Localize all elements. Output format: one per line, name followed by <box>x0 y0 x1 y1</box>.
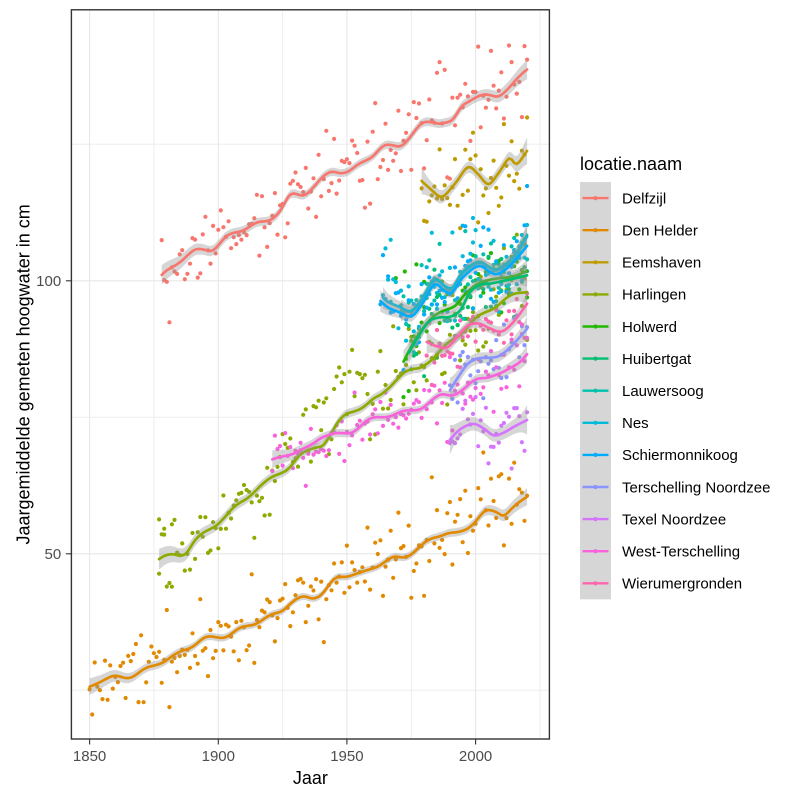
svg-text:Schiermonnikoog: Schiermonnikoog <box>622 447 738 464</box>
svg-text:Den Helder: Den Helder <box>622 223 698 240</box>
svg-text:Huibertgat: Huibertgat <box>622 351 692 368</box>
svg-text:50: 50 <box>45 546 62 563</box>
svg-text:1950: 1950 <box>330 748 363 765</box>
svg-text:Wierumergronden: Wierumergronden <box>622 576 742 593</box>
svg-text:Terschelling Noordzee: Terschelling Noordzee <box>622 479 770 496</box>
svg-text:Lauwersoog: Lauwersoog <box>622 383 704 400</box>
svg-text:100: 100 <box>36 273 61 290</box>
svg-text:Eemshaven: Eemshaven <box>622 255 701 272</box>
svg-text:locatie.naam: locatie.naam <box>580 154 682 174</box>
svg-text:1900: 1900 <box>202 748 235 765</box>
svg-text:2000: 2000 <box>459 748 492 765</box>
svg-text:Delfzijl: Delfzijl <box>622 190 666 207</box>
svg-text:Texel Noordzee: Texel Noordzee <box>622 511 726 528</box>
svg-text:Harlingen: Harlingen <box>622 287 686 304</box>
svg-text:Jaargemiddelde gemeten hoogwat: Jaargemiddelde gemeten hoogwater in cm <box>14 204 34 544</box>
svg-text:Jaar: Jaar <box>293 768 328 788</box>
svg-text:1850: 1850 <box>73 748 106 765</box>
svg-text:West-Terschelling: West-Terschelling <box>622 544 740 561</box>
svg-text:Holwerd: Holwerd <box>622 319 677 336</box>
svg-text:Nes: Nes <box>622 415 649 432</box>
